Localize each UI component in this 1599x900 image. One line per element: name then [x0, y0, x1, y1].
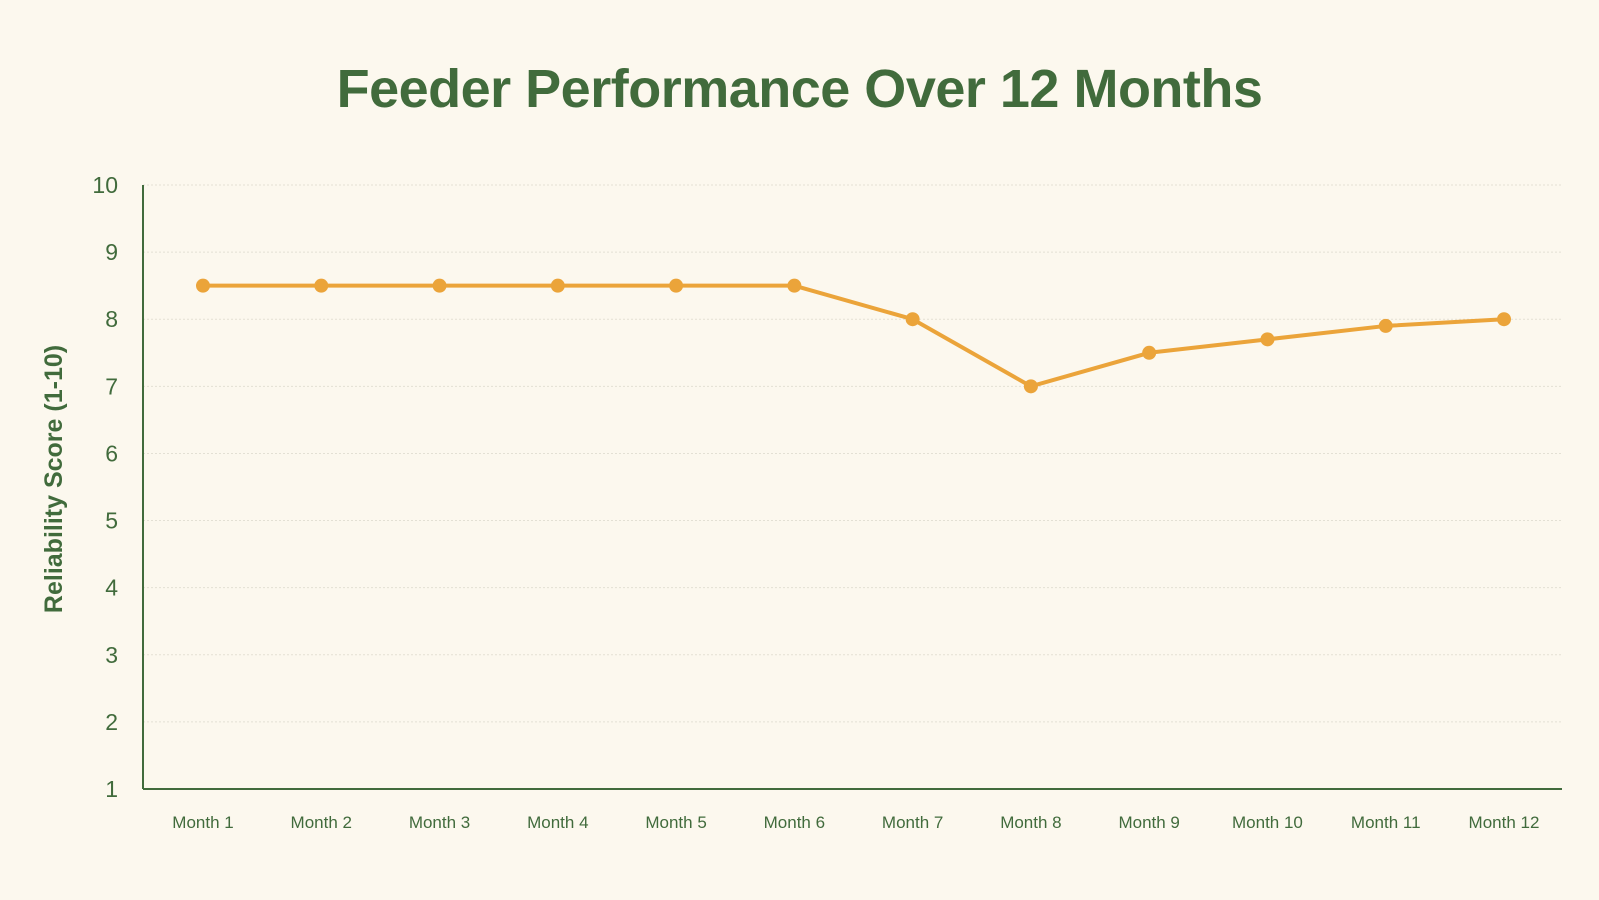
- y-tick-label: 2: [105, 709, 118, 735]
- x-tick-label: Month 8: [1000, 813, 1061, 832]
- y-tick-label: 3: [105, 642, 118, 668]
- axes: [142, 185, 1562, 790]
- x-tick-label: Month 9: [1118, 813, 1179, 832]
- data-point: [905, 312, 920, 327]
- data-point: [432, 278, 447, 293]
- data-point: [550, 278, 565, 293]
- x-tick-label: Month 1: [172, 813, 233, 832]
- x-tick-label: Month 2: [291, 813, 352, 832]
- data-point: [1497, 312, 1511, 327]
- chart-title: Feeder Performance Over 12 Months: [336, 59, 1263, 119]
- data-point: [196, 278, 210, 293]
- x-tick-label: Month 5: [645, 813, 706, 832]
- data-point: [1260, 332, 1275, 347]
- x-tick-label: Month 4: [527, 813, 588, 832]
- x-tick-label: Month 3: [409, 813, 470, 832]
- data-point: [787, 278, 802, 293]
- x-tick-labels: Month 1 Month 2 Month 3 Month 4 Month 5 Month…: [172, 813, 1539, 832]
- data-point: [1142, 345, 1157, 360]
- y-axis-label: Reliability Score (1-10): [40, 345, 68, 613]
- data-point: [314, 278, 329, 293]
- x-tick-label: Month 12: [1469, 813, 1540, 832]
- y-tick-label: 10: [92, 172, 118, 198]
- y-tick-labels: 1 2 3 4 5 6 7 8 9 10: [92, 172, 118, 802]
- y-tick-label: 1: [105, 776, 118, 802]
- series-line: [201, 283, 1506, 389]
- x-tick-label: Month 10: [1232, 813, 1303, 832]
- y-tick-label: 4: [105, 575, 118, 601]
- data-point: [1378, 318, 1393, 333]
- y-tick-label: 6: [105, 440, 118, 466]
- y-tick-label: 9: [105, 239, 118, 265]
- x-tick-label: Month 6: [764, 813, 825, 832]
- y-tick-label: 7: [105, 373, 118, 399]
- y-tick-label: 5: [105, 508, 118, 534]
- x-tick-label: Month 11: [1351, 813, 1421, 832]
- data-point: [669, 278, 684, 293]
- grid-lines: [143, 184, 1562, 723]
- x-tick-label: Month 7: [882, 813, 943, 832]
- data-series: [196, 278, 1511, 394]
- y-tick-label: 8: [105, 306, 118, 332]
- data-point: [1023, 379, 1038, 394]
